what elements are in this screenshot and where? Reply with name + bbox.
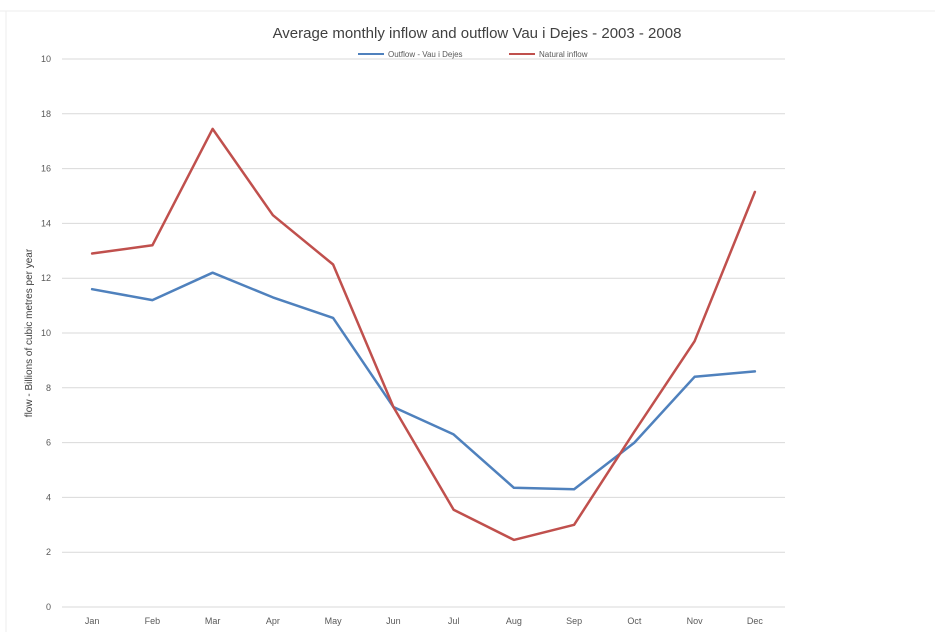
y-tick-label: 4 bbox=[46, 492, 51, 502]
x-tick-label: Jul bbox=[448, 616, 460, 626]
chart-title: Average monthly inflow and outflow Vau i… bbox=[273, 25, 682, 42]
y-tick-label: 10 bbox=[41, 328, 51, 338]
legend-label-natural-inflow: Natural inflow bbox=[539, 50, 588, 59]
x-tick-label: Jan bbox=[85, 616, 100, 626]
y-tick-label: 2 bbox=[46, 547, 51, 557]
y-axis-title: flow - Billions of cubic metres per year bbox=[24, 248, 35, 417]
y-tick-label: 8 bbox=[46, 383, 51, 393]
legend-label-outflow: Outflow - Vau i Dejes bbox=[388, 50, 463, 59]
y-tick-label: 6 bbox=[46, 438, 51, 448]
x-tick-label: Feb bbox=[145, 616, 161, 626]
x-tick-label: Dec bbox=[747, 616, 764, 626]
series-line-natural-inflow bbox=[90, 127, 757, 542]
y-tick-label: 16 bbox=[41, 164, 51, 174]
x-tick-label: Apr bbox=[266, 616, 280, 626]
y-tick-label: 18 bbox=[41, 109, 51, 119]
x-tick-label: Sep bbox=[566, 616, 582, 626]
x-axis-tick-labels: Jan Feb Mar Apr May Jun Jul Aug Sep Oct Nov Dec bbox=[85, 616, 764, 626]
x-tick-label: Oct bbox=[627, 616, 642, 626]
x-tick-label: Aug bbox=[506, 616, 522, 626]
legend: Outflow - Vau i Dejes Natural inflow bbox=[358, 50, 588, 59]
y-axis-tick-labels: 0 2 4 6 8 10 12 14 16 18 10 bbox=[41, 54, 51, 612]
x-tick-label: Jun bbox=[386, 616, 401, 626]
series-line-outflow bbox=[90, 271, 757, 491]
y-tick-label: 14 bbox=[41, 218, 51, 228]
series-lines bbox=[90, 127, 757, 542]
x-tick-label: Mar bbox=[205, 616, 221, 626]
y-tick-label: 0 bbox=[46, 602, 51, 612]
x-tick-label: May bbox=[325, 616, 343, 626]
y-tick-label: 10 bbox=[41, 54, 51, 64]
y-tick-label: 12 bbox=[41, 273, 51, 283]
gridlines bbox=[62, 58, 785, 608]
x-tick-label: Nov bbox=[687, 616, 704, 626]
